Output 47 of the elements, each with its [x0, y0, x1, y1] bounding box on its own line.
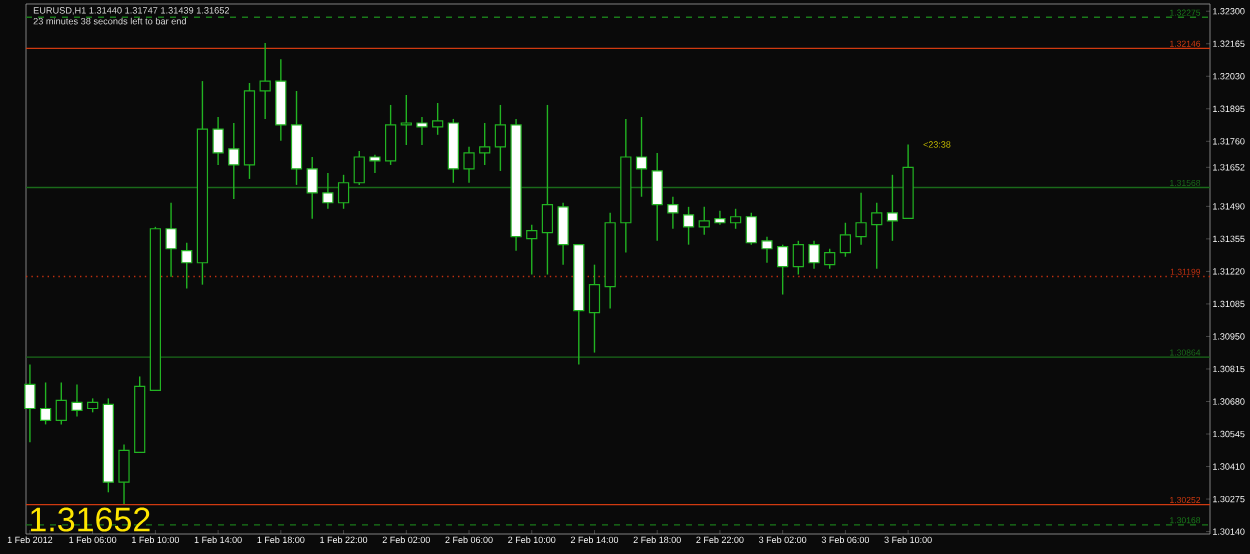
candlestick [432, 102, 444, 136]
candlestick [463, 146, 475, 184]
candlestick [24, 363, 36, 443]
candlestick [353, 150, 365, 186]
candlestick [824, 248, 836, 270]
candlestick [698, 206, 710, 236]
candlestick [479, 122, 491, 166]
candlestick [730, 208, 742, 230]
candlestick [39, 381, 52, 426]
candlestick [290, 90, 303, 186]
candlestick [447, 118, 459, 184]
candlestick [855, 192, 867, 246]
candlestick [886, 174, 899, 242]
candlestick [682, 206, 695, 246]
candlestick [55, 381, 67, 426]
candlestick [777, 243, 789, 296]
candlestick [306, 156, 318, 220]
candlestick [557, 202, 569, 266]
candlestick [761, 236, 773, 264]
candlestick [400, 94, 412, 146]
candlestick [118, 443, 130, 505]
candlestick [745, 212, 757, 246]
annotation: 1.31652 [31, 507, 150, 532]
candlestick [839, 222, 852, 258]
candlestick [322, 172, 334, 210]
candlestick [541, 104, 554, 276]
candlestick [337, 174, 350, 210]
candlestick [71, 383, 83, 418]
candlestick [651, 152, 663, 242]
candlestick [808, 240, 820, 270]
candlestick [792, 240, 804, 276]
candlestick [416, 116, 428, 146]
candlestick [228, 122, 240, 200]
candlestick [275, 58, 287, 142]
candlestick [871, 202, 883, 270]
candlestick [369, 154, 381, 174]
candlestick [212, 116, 224, 166]
candlestick [667, 196, 679, 230]
candlestick [385, 104, 397, 166]
candlestick [526, 223, 538, 276]
candlestick [259, 42, 271, 120]
candlestick [588, 263, 601, 354]
candlestick [714, 210, 726, 226]
candlestick [635, 116, 648, 198]
candlestick [181, 242, 193, 290]
candlestick [494, 104, 507, 172]
candlestick [165, 202, 177, 278]
